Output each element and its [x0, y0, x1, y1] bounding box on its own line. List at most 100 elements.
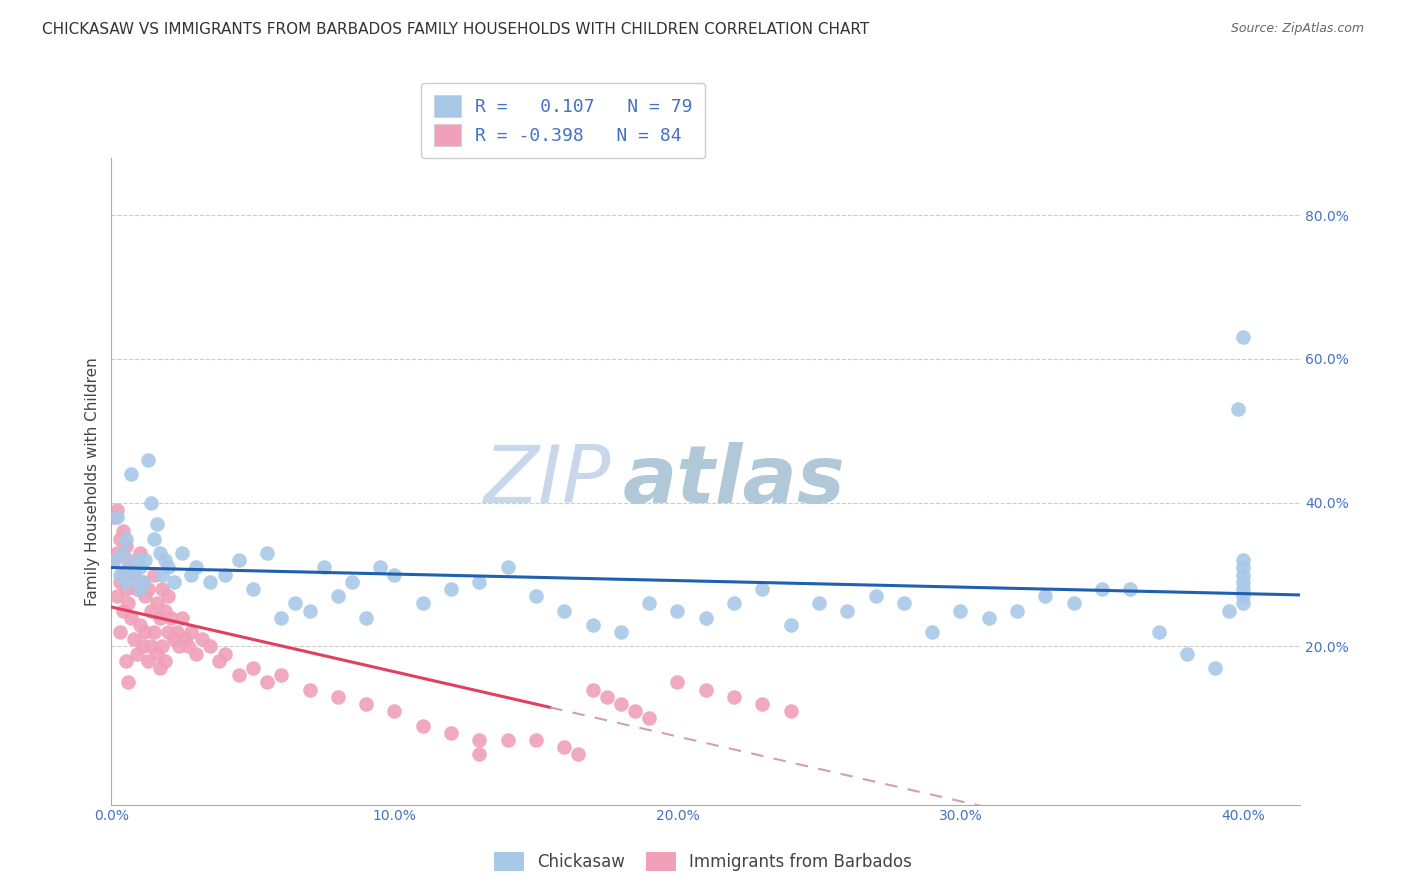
Point — [122, 567, 145, 582]
Point — [1232, 574, 1254, 589]
Point — [156, 625, 179, 640]
Point — [111, 546, 134, 560]
Point — [105, 503, 128, 517]
Point — [163, 632, 186, 647]
Point — [134, 553, 156, 567]
Point — [145, 596, 167, 610]
Point — [131, 640, 153, 654]
Point — [1232, 560, 1254, 574]
Point — [117, 675, 139, 690]
Point — [312, 560, 335, 574]
Point — [524, 733, 547, 747]
Point — [156, 589, 179, 603]
Point — [242, 582, 264, 596]
Point — [807, 596, 830, 610]
Point — [172, 611, 194, 625]
Point — [108, 567, 131, 582]
Point — [524, 589, 547, 603]
Point — [117, 553, 139, 567]
Point — [496, 560, 519, 574]
Point — [114, 574, 136, 589]
Point — [440, 582, 463, 596]
Point — [326, 690, 349, 704]
Text: CHICKASAW VS IMMIGRANTS FROM BARBADOS FAMILY HOUSEHOLDS WITH CHILDREN CORRELATIO: CHICKASAW VS IMMIGRANTS FROM BARBADOS FA… — [42, 22, 869, 37]
Point — [103, 553, 125, 567]
Point — [1226, 402, 1249, 417]
Point — [326, 589, 349, 603]
Point — [103, 510, 125, 524]
Point — [624, 704, 647, 718]
Point — [120, 560, 142, 574]
Point — [125, 582, 148, 596]
Point — [1063, 596, 1085, 610]
Point — [186, 560, 208, 574]
Point — [128, 546, 150, 560]
Point — [136, 582, 159, 596]
Point — [1232, 330, 1254, 344]
Point — [695, 611, 717, 625]
Point — [553, 740, 575, 755]
Point — [153, 654, 176, 668]
Point — [120, 467, 142, 481]
Point — [610, 625, 633, 640]
Point — [148, 611, 170, 625]
Point — [180, 567, 202, 582]
Point — [114, 582, 136, 596]
Text: ZIP: ZIP — [484, 442, 610, 520]
Point — [256, 675, 278, 690]
Point — [214, 567, 236, 582]
Point — [354, 697, 377, 711]
Point — [977, 611, 1000, 625]
Point — [242, 661, 264, 675]
Point — [368, 560, 391, 574]
Point — [949, 603, 972, 617]
Point — [284, 596, 307, 610]
Point — [111, 567, 134, 582]
Point — [145, 647, 167, 661]
Point — [723, 690, 745, 704]
Point — [1147, 625, 1170, 640]
Point — [150, 640, 173, 654]
Point — [125, 553, 148, 567]
Point — [134, 625, 156, 640]
Point — [142, 532, 165, 546]
Point — [340, 574, 363, 589]
Point — [779, 618, 801, 632]
Point — [1204, 661, 1226, 675]
Point — [1218, 603, 1240, 617]
Point — [496, 733, 519, 747]
Point — [172, 546, 194, 560]
Point — [108, 625, 131, 640]
Point — [581, 682, 603, 697]
Legend: Chickasaw, Immigrants from Barbados: Chickasaw, Immigrants from Barbados — [486, 843, 920, 880]
Point — [150, 582, 173, 596]
Point — [1232, 553, 1254, 567]
Point — [148, 661, 170, 675]
Point — [114, 532, 136, 546]
Point — [893, 596, 915, 610]
Point — [174, 632, 197, 647]
Point — [134, 589, 156, 603]
Point — [186, 647, 208, 661]
Point — [638, 711, 661, 725]
Point — [105, 510, 128, 524]
Point — [156, 560, 179, 574]
Point — [136, 654, 159, 668]
Point — [1232, 589, 1254, 603]
Point — [1005, 603, 1028, 617]
Point — [1175, 647, 1198, 661]
Point — [191, 632, 214, 647]
Point — [384, 567, 406, 582]
Point — [128, 560, 150, 574]
Point — [128, 582, 150, 596]
Point — [298, 682, 321, 697]
Point — [150, 567, 173, 582]
Point — [596, 690, 619, 704]
Point — [117, 560, 139, 574]
Point — [1091, 582, 1114, 596]
Point — [666, 603, 689, 617]
Point — [208, 654, 231, 668]
Point — [921, 625, 943, 640]
Point — [228, 668, 250, 682]
Point — [1035, 589, 1057, 603]
